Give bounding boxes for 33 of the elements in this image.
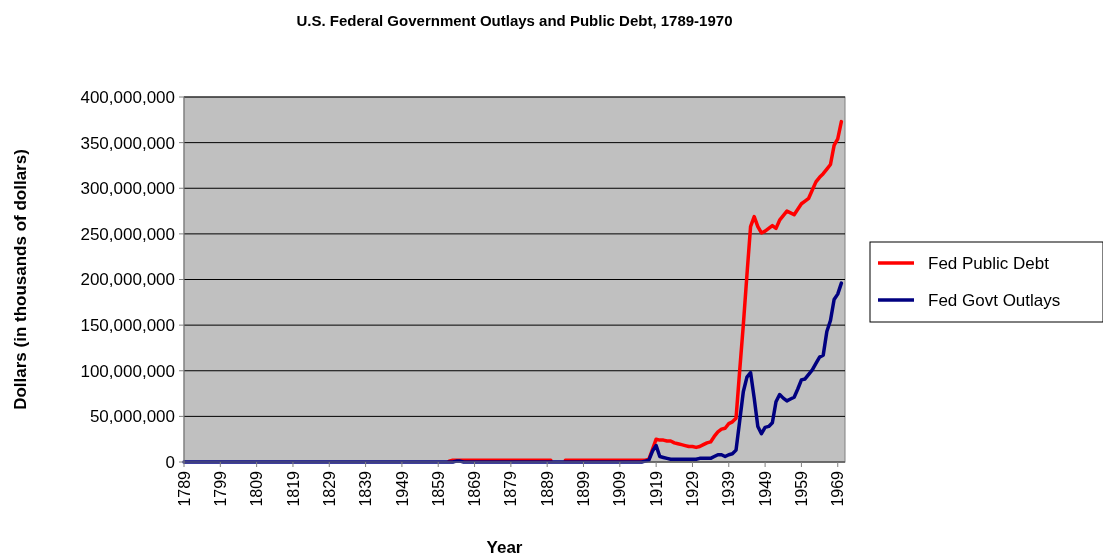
x-tick-label: 1809	[248, 470, 266, 507]
x-tick-label: 1899	[575, 470, 593, 507]
y-tick-label: 150,000,000	[80, 316, 175, 336]
x-tick-label: 1959	[793, 470, 811, 507]
x-tick-label: 1939	[720, 470, 738, 507]
y-tick-label: 400,000,000	[80, 87, 175, 107]
x-tick-label: 1839	[357, 470, 375, 507]
y-tick-label: 350,000,000	[80, 133, 175, 153]
y-tick-label: 300,000,000	[80, 179, 175, 199]
x-tick-label: 1879	[502, 470, 520, 507]
x-tick-label: 1869	[466, 470, 484, 507]
legend-label: Fed Govt Outlays	[928, 290, 1061, 310]
y-tick-label: 100,000,000	[80, 361, 175, 381]
x-tick-label: 1949	[756, 470, 774, 507]
x-tick-label: 1909	[611, 470, 629, 507]
x-tick-label: 1789	[175, 470, 193, 507]
y-tick-label: 200,000,000	[80, 270, 175, 290]
x-axis-title: Year	[486, 538, 523, 557]
x-tick-label: 1919	[647, 470, 665, 507]
y-tick-label: 50,000,000	[89, 407, 175, 427]
x-tick-label: 1969	[829, 470, 847, 507]
x-tick-label: 1949	[393, 470, 411, 507]
x-tick-label: 1799	[211, 470, 229, 507]
x-tick-label: 1829	[320, 470, 338, 507]
x-tick-label: 1859	[429, 470, 447, 507]
x-tick-label: 1819	[284, 470, 302, 507]
y-tick-label: 250,000,000	[80, 224, 175, 244]
chart-title: U.S. Federal Government Outlays and Public Debt, 1789-1970	[296, 12, 733, 29]
y-axis-title: Dollars (in thousands of dollars)	[11, 149, 30, 410]
legend-label: Fed Public Debt	[928, 253, 1050, 273]
y-tick-label: 0	[165, 452, 175, 472]
x-tick-label: 1929	[684, 470, 702, 507]
x-tick-label: 1889	[538, 470, 556, 507]
